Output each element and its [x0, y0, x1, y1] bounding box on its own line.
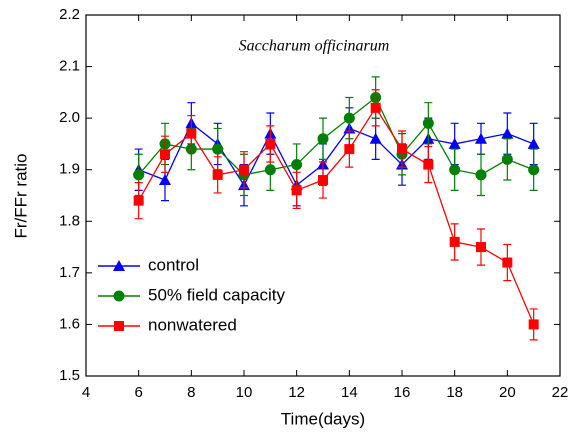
y-tick-label: 2.1 — [59, 58, 80, 75]
point — [501, 153, 513, 165]
x-tick-label: 14 — [341, 384, 358, 401]
point — [475, 132, 487, 144]
legend-marker — [113, 260, 125, 271]
point — [265, 138, 276, 149]
y-tick-label: 1.6 — [59, 315, 80, 332]
point — [528, 164, 540, 176]
point — [501, 127, 514, 139]
annotation: Saccharum officinarum — [239, 38, 390, 55]
point — [528, 319, 539, 330]
point — [449, 236, 460, 247]
plot-frame — [85, 14, 561, 377]
point — [291, 159, 303, 171]
x-axis-label: Time(days) — [281, 409, 365, 428]
x-tick-label: 4 — [82, 384, 90, 401]
point — [475, 169, 487, 181]
legend-label: control — [148, 255, 199, 274]
point — [133, 169, 145, 181]
legend-marker — [113, 290, 125, 302]
y-tick-label: 2.0 — [59, 109, 80, 126]
point — [369, 132, 382, 144]
point — [133, 195, 144, 206]
point — [291, 185, 302, 196]
legend-marker — [114, 321, 124, 331]
point — [527, 137, 540, 149]
point — [239, 164, 249, 175]
x-tick-label: 6 — [134, 384, 142, 401]
point — [318, 175, 328, 186]
x-tick-label: 18 — [446, 384, 463, 401]
y-tick-label: 2.2 — [59, 6, 80, 23]
legend-label: nonwatered — [148, 315, 237, 334]
point — [159, 174, 171, 186]
point — [160, 149, 170, 160]
y-tick-label: 1.8 — [59, 212, 80, 229]
point — [212, 143, 224, 155]
y-axis-label: Fr/FFr ratio — [11, 154, 30, 239]
point — [397, 144, 407, 155]
point — [449, 164, 461, 176]
point — [344, 144, 355, 155]
legend-label: 50% field capacity — [148, 285, 286, 304]
y-tick-label: 1.5 — [59, 367, 80, 384]
point — [186, 128, 197, 139]
point — [343, 112, 355, 124]
y-tick-label: 1.7 — [59, 264, 80, 281]
point — [423, 159, 434, 170]
series-line — [138, 106, 535, 325]
point — [212, 169, 223, 180]
point — [502, 257, 513, 268]
point — [370, 102, 381, 113]
point — [317, 133, 329, 145]
series-line — [138, 122, 534, 187]
y-tick-label: 1.9 — [59, 161, 80, 178]
series-line — [138, 96, 534, 176]
x-tick-label: 12 — [288, 384, 305, 401]
x-tick-label: 22 — [552, 384, 569, 401]
x-tick-label: 16 — [394, 384, 411, 401]
point — [476, 242, 486, 253]
point — [448, 137, 461, 149]
x-tick-label: 10 — [236, 384, 253, 401]
point — [264, 164, 276, 176]
x-tick-label: 20 — [499, 384, 516, 401]
point — [422, 117, 434, 129]
x-tick-label: 8 — [187, 384, 195, 401]
